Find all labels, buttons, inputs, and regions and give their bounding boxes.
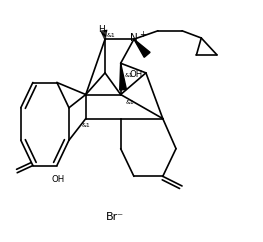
Polygon shape bbox=[134, 39, 150, 57]
Text: OH: OH bbox=[52, 175, 65, 184]
Text: OH: OH bbox=[130, 70, 143, 79]
Polygon shape bbox=[120, 63, 127, 90]
Text: &1: &1 bbox=[125, 73, 133, 78]
Text: H: H bbox=[98, 25, 105, 34]
Text: N: N bbox=[130, 33, 138, 44]
Text: Br⁻: Br⁻ bbox=[106, 212, 124, 222]
Text: &1: &1 bbox=[82, 123, 90, 128]
Text: &1: &1 bbox=[126, 100, 135, 106]
Text: +: + bbox=[139, 30, 146, 39]
Text: &1: &1 bbox=[107, 33, 115, 38]
